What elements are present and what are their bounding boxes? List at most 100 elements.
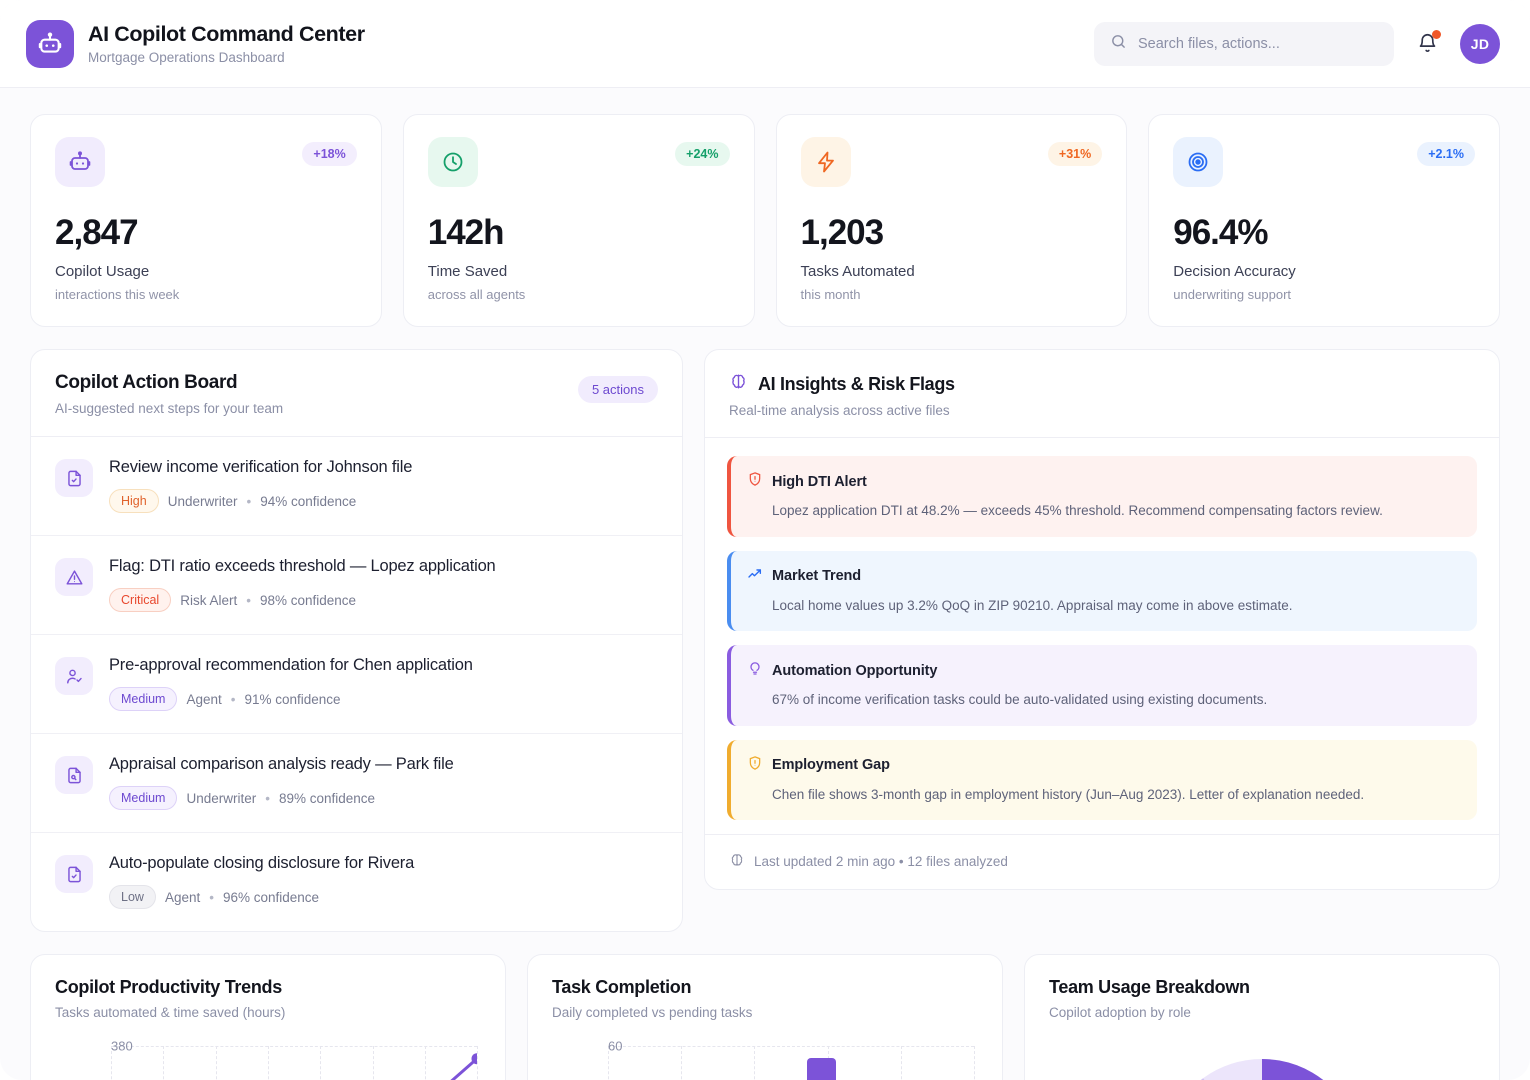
brain-icon [729,372,748,396]
chart-title: Task Completion [552,977,692,997]
kpi-card-copilot-usage[interactable]: +18% 2,847 Copilot Usage interactions th… [30,114,382,327]
insights-title-row: AI Insights & Risk Flags [729,372,1475,396]
insight-card-market-trend[interactable]: Market Trend Local home values up 3.2% Q… [727,550,1477,632]
brand: AI Copilot Command Center Mortgage Opera… [26,19,365,68]
action-list-item[interactable]: Appraisal comparison analysis ready — Pa… [31,734,682,833]
gridline [900,1046,902,1080]
kpi-card-time-saved[interactable]: +24% 142h Time Saved across all agents [402,114,755,327]
gridline-top [608,1046,974,1047]
user-check-icon [55,657,93,695]
priority-badge: Medium [109,786,178,810]
insight-card-automation-opportunity[interactable]: Automation Opportunity 67% of income ver… [727,645,1477,726]
search-placeholder: Search files, actions... [1138,35,1280,52]
kpi-row: +18% 2,847 Copilot Usage interactions th… [0,88,1530,327]
page-title: AI Copilot Command Center [88,22,365,47]
gridline [268,1046,269,1080]
document-search-icon [55,756,93,794]
meta-separator: • [246,493,252,509]
chart-subtitle: Copilot adoption by role [1049,1005,1191,1020]
chart-title: Team Usage Breakdown [1049,977,1250,997]
charts-row: Copilot Productivity Trends Tasks automa… [0,932,1530,1080]
action-item-meta: Medium Agent • 91% confidence [109,687,473,711]
bell-icon [1419,33,1435,53]
insight-title-row: High DTI Alert [747,471,1459,492]
document-check-icon [55,855,93,893]
gridline [425,1046,427,1080]
kpi-delta-badge: +24% [675,142,730,166]
action-owner: Risk Alert [180,592,238,608]
insights-header: AI Insights & Risk Flags Real-time analy… [705,350,1499,437]
insights-footer-text: Last updated 2 min ago • 12 files analyz… [754,854,1008,870]
notification-badge [1432,29,1441,39]
search-icon [1110,33,1127,55]
action-item-title: Pre-approval recommendation for Chen app… [109,656,473,674]
gridline [974,1046,975,1080]
action-item-body: Review income verification for Johnson f… [109,458,412,513]
kpi-delta-badge: +2.1% [1417,142,1475,166]
bolt-icon [800,137,851,187]
kpi-value: 1,203 [800,213,885,252]
action-list-item[interactable]: Flag: DTI ratio exceeds threshold — Lope… [31,536,682,635]
kpi-card-tasks-automated[interactable]: +31% 1,203 Tasks Automated this month [775,114,1128,327]
gridline [372,1046,374,1080]
insight-text: Local home values up 3.2% QoQ in ZIP 902… [772,597,1293,613]
lightbulb-icon [747,660,763,681]
insight-card-employment-gap[interactable]: Employment Gap Chen file shows 3-month g… [727,739,1477,821]
action-board-titles: Copilot Action Board AI-suggested next s… [55,372,283,416]
action-item-meta: High Underwriter • 94% confidence [109,489,412,513]
insight-title: Market Trend [772,568,862,585]
line-markers [471,1053,477,1065]
meta-separator: • [246,592,251,608]
meta-separator: • [230,691,236,707]
robot-icon [26,19,74,68]
mid-section: Copilot Action Board AI-suggested next s… [0,327,1530,932]
insight-card-high-dti-alert[interactable]: High DTI Alert Lopez application DTI at … [727,456,1477,537]
kpi-delta-badge: +31% [1047,142,1103,166]
insights-subtitle: Real-time analysis across active files [729,403,950,418]
header-actions: Search files, actions... JD [1094,21,1500,66]
notifications-button[interactable] [1414,29,1441,58]
meta-separator: • [265,790,270,806]
shield-alert-icon [747,471,763,492]
warning-triangle-icon [55,558,93,596]
search-input[interactable]: Search files, actions... [1094,21,1394,66]
brain-icon [729,852,745,871]
action-board-title: Copilot Action Board [55,372,238,393]
line-chart-area [111,1046,478,1080]
kpi-top: +24% [427,137,730,187]
shield-alert-icon [747,755,763,776]
action-list-item[interactable]: Review income verification for Johnson f… [31,437,682,536]
action-item-meta: Low Agent • 96% confidence [109,885,414,909]
avatar[interactable]: JD [1460,23,1500,64]
chart-title: Copilot Productivity Trends [55,977,282,997]
action-confidence: 89% confidence [278,790,376,806]
gridline [681,1046,683,1080]
action-list-item[interactable]: Auto-populate closing disclosure for Riv… [31,833,682,931]
line-chart-plot: 380 285 [55,1039,481,1080]
action-item-meta: Critical Risk Alert • 98% confidence [109,588,496,612]
kpi-sublabel: across all agents [427,287,526,302]
kpi-label: Time Saved [427,263,508,280]
insight-title-row: Automation Opportunity [747,660,1459,681]
kpi-label: Tasks Automated [800,263,915,280]
action-list-item[interactable]: Pre-approval recommendation for Chen app… [31,635,682,734]
kpi-sublabel: this month [800,287,861,302]
action-item-body: Flag: DTI ratio exceeds threshold — Lope… [109,557,496,612]
action-owner: Agent [186,691,222,707]
brand-text: AI Copilot Command Center Mortgage Opera… [88,22,365,64]
action-owner: Underwriter [167,493,238,509]
ai-insights-panel: AI Insights & Risk Flags Real-time analy… [704,349,1500,891]
clock-icon [427,137,478,187]
action-item-title: Auto-populate closing disclosure for Riv… [109,854,415,872]
pie-series [1200,1059,1324,1080]
insight-text: Chen file shows 3-month gap in employmen… [772,786,1365,802]
kpi-label: Copilot Usage [55,263,150,280]
document-check-icon [55,459,93,497]
gridline [608,1046,609,1080]
bar-chart-area [608,1046,975,1080]
chart-card-task-completion: Task Completion Daily completed vs pendi… [527,954,1003,1080]
bar-chart-plot: 60 45 [552,1039,978,1080]
kpi-label: Decision Accuracy [1173,263,1296,280]
action-item-body: Appraisal comparison analysis ready — Pa… [109,755,454,810]
kpi-card-decision-accuracy[interactable]: +2.1% 96.4% Decision Accuracy underwriti… [1148,114,1500,327]
